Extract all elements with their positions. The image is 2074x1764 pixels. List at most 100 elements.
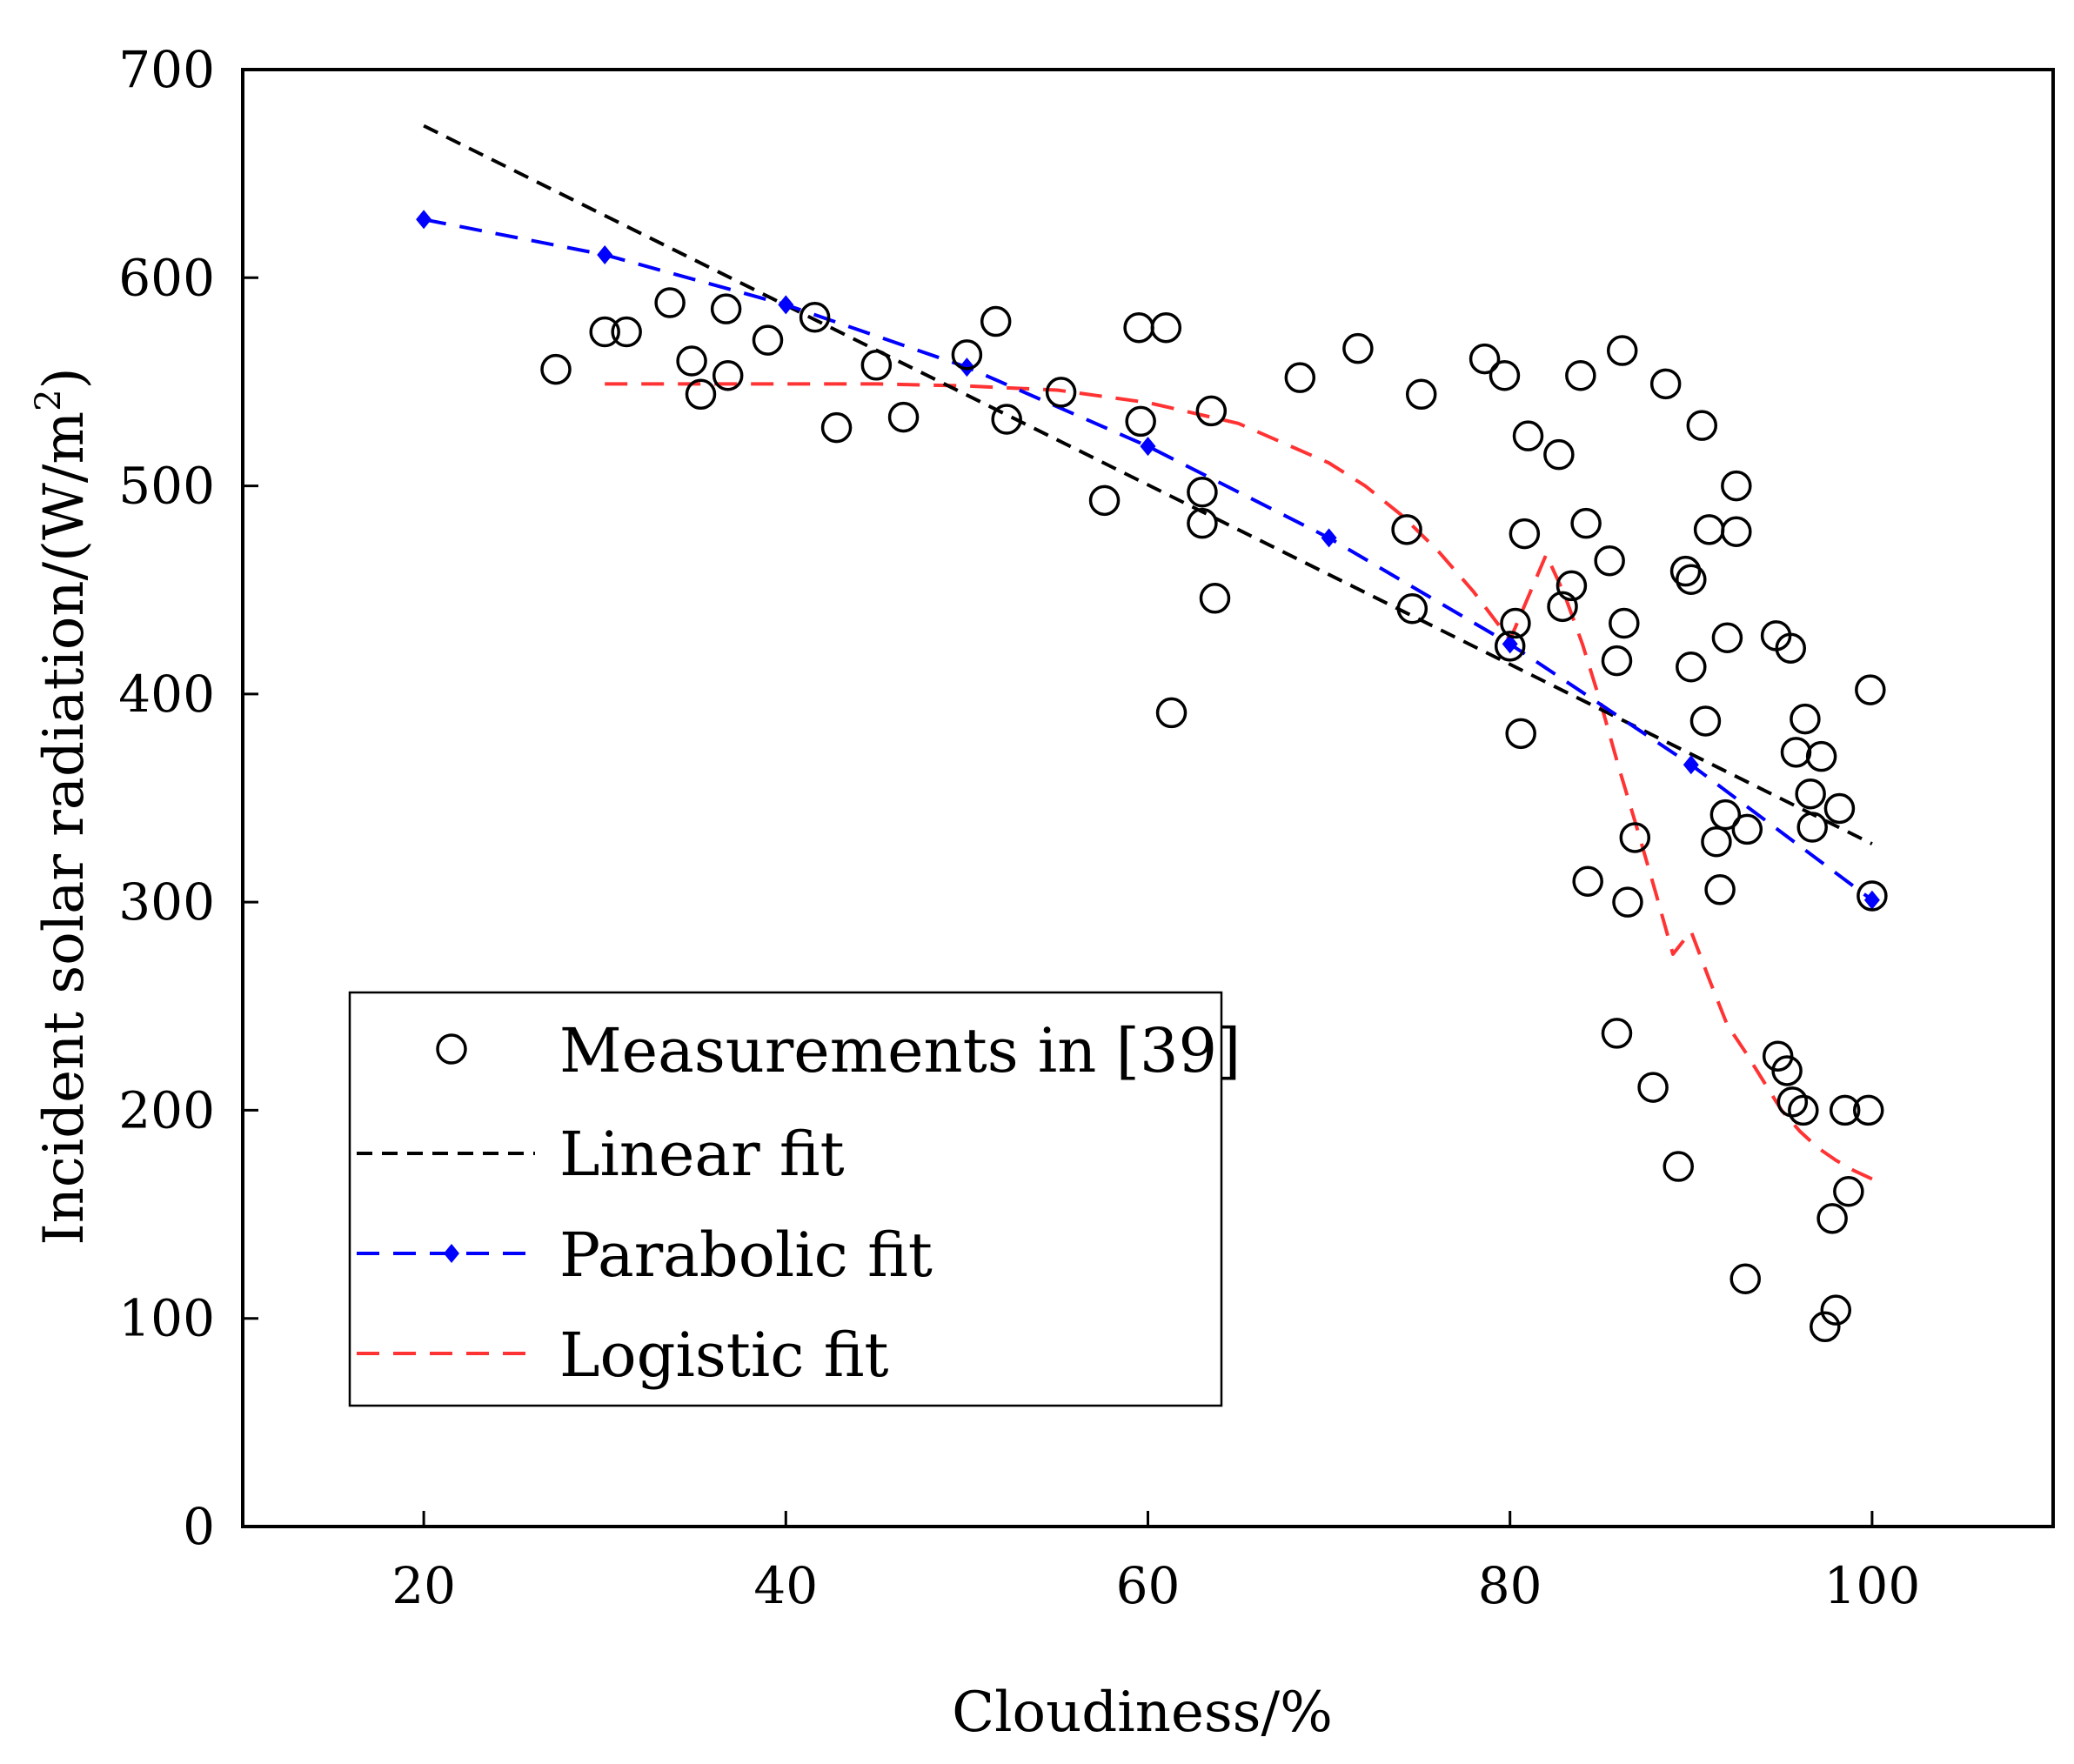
measurement-point: [1187, 507, 1218, 539]
measurement-point: [1494, 631, 1526, 662]
measurement-point: [1606, 335, 1638, 366]
measurement-point: [1396, 593, 1428, 625]
measurement-point: [1637, 1072, 1669, 1103]
measurement-point: [1820, 1294, 1852, 1326]
measurement-point: [685, 378, 717, 411]
measurement-point: [1816, 1203, 1848, 1234]
measurement-point: [1469, 343, 1501, 375]
legend-logistic-label: Logistic fit: [559, 1320, 889, 1391]
measurement-point: [1505, 718, 1536, 750]
measurement-point: [1601, 645, 1633, 677]
measurement-point: [1594, 545, 1625, 577]
measurement-point: [1805, 740, 1837, 772]
x-tick-label: 80: [1478, 1556, 1542, 1615]
measurement-point: [1711, 622, 1743, 653]
measurement-point: [1775, 632, 1807, 664]
y-tick-label: 300: [118, 872, 215, 932]
measurement-point: [1155, 697, 1188, 729]
measurement-point: [1570, 507, 1602, 539]
measurement-point: [980, 305, 1012, 337]
measurement-point: [799, 302, 831, 333]
measurement-point: [991, 404, 1022, 435]
measurement-point: [1125, 405, 1156, 438]
measurement-point: [1780, 737, 1812, 768]
measurement-point: [1852, 1094, 1884, 1126]
parabolic-fit-marker: [416, 210, 432, 230]
measurement-point: [1855, 674, 1886, 705]
measurement-point: [1796, 812, 1828, 843]
y-tick-label: 0: [183, 1497, 215, 1556]
measurement-point: [1709, 798, 1742, 831]
measurement-point: [1619, 822, 1651, 853]
measurement-point: [1669, 555, 1702, 587]
parabolic-fit-marker: [1683, 755, 1699, 775]
measurement-point: [1676, 651, 1707, 683]
x-tick-label: 60: [1116, 1556, 1181, 1615]
measurement-point: [820, 411, 853, 444]
measurement-point: [1771, 1055, 1803, 1086]
parabolic-fit-marker: [1863, 890, 1880, 910]
parabolic-fit-line: [423, 217, 1874, 902]
y-axis-label-superscript: 2: [29, 389, 69, 411]
parabolic-fit-marker: [778, 295, 794, 315]
measurement-point: [654, 287, 686, 318]
measurement-point: [1612, 886, 1643, 918]
axis-ticks: 20 40 60 80 100 0 100 200 300 400 500 600 700: [118, 40, 1920, 1615]
parabolic-fit-marker: [1140, 437, 1156, 457]
measurement-point: [1150, 311, 1182, 344]
measurement-point: [1543, 438, 1575, 471]
measurement-point: [589, 316, 620, 348]
legend-measurements-label: Measurements in [39]: [559, 1015, 1241, 1086]
legend-linear-label: Linear fit: [559, 1119, 845, 1190]
measurement-point: [1284, 362, 1316, 393]
y-tick-label: 200: [118, 1080, 215, 1139]
y-tick-label: 600: [118, 248, 215, 307]
measurement-point: [1686, 410, 1718, 441]
measurement-point: [1776, 1086, 1809, 1118]
measurement-points: [540, 287, 1888, 1343]
measurement-point: [1788, 1094, 1819, 1126]
measurement-point: [1663, 1151, 1694, 1182]
measurement-point: [1790, 703, 1821, 735]
y-tick-label: 700: [118, 40, 215, 99]
measurement-point: [1649, 368, 1682, 400]
measurement-point: [1572, 865, 1603, 897]
y-axis-label-main: Incident solar radiation/(W/m: [32, 411, 97, 1246]
measurement-point: [1405, 378, 1437, 411]
legend-parabolic-label: Parabolic fit: [559, 1219, 933, 1291]
measurement-point: [676, 345, 707, 377]
measurement-point: [1823, 792, 1856, 825]
measurement-point: [1045, 377, 1077, 408]
y-tick-label: 100: [118, 1289, 215, 1348]
measurement-point: [1601, 1018, 1633, 1049]
measurement-point: [1676, 564, 1707, 595]
measurement-point: [860, 350, 893, 381]
measurement-point: [1701, 826, 1732, 858]
parabolic-fit-marker: [1502, 634, 1518, 654]
legend-measurements-marker: [436, 1033, 467, 1065]
measurement-point: [1342, 332, 1374, 364]
legend: Measurements in [39] Linear fit Paraboli…: [348, 991, 1241, 1407]
measurement-point: [1489, 360, 1521, 391]
measurement-point: [1729, 1263, 1761, 1294]
measurement-point: [1565, 360, 1596, 391]
y-axis-label: Incident solar radiation/(W/m2): [29, 367, 97, 1245]
x-tick-label: 20: [391, 1556, 456, 1615]
measurement-point: [951, 339, 983, 371]
measurement-point: [540, 353, 572, 385]
measurement-point: [1721, 470, 1752, 502]
measurement-point: [1391, 514, 1422, 545]
y-tick-label: 400: [118, 665, 215, 724]
measurement-point: [1833, 1176, 1864, 1207]
measurement-point: [752, 324, 784, 356]
measurement-point: [1088, 484, 1121, 517]
measurement-point: [712, 360, 744, 391]
measurement-point: [1795, 778, 1826, 810]
measurement-point: [1829, 1094, 1861, 1126]
measurement-point: [1556, 570, 1588, 602]
measurement-point: [1199, 583, 1231, 614]
measurement-point: [611, 316, 642, 348]
legend-box: [348, 991, 1223, 1407]
